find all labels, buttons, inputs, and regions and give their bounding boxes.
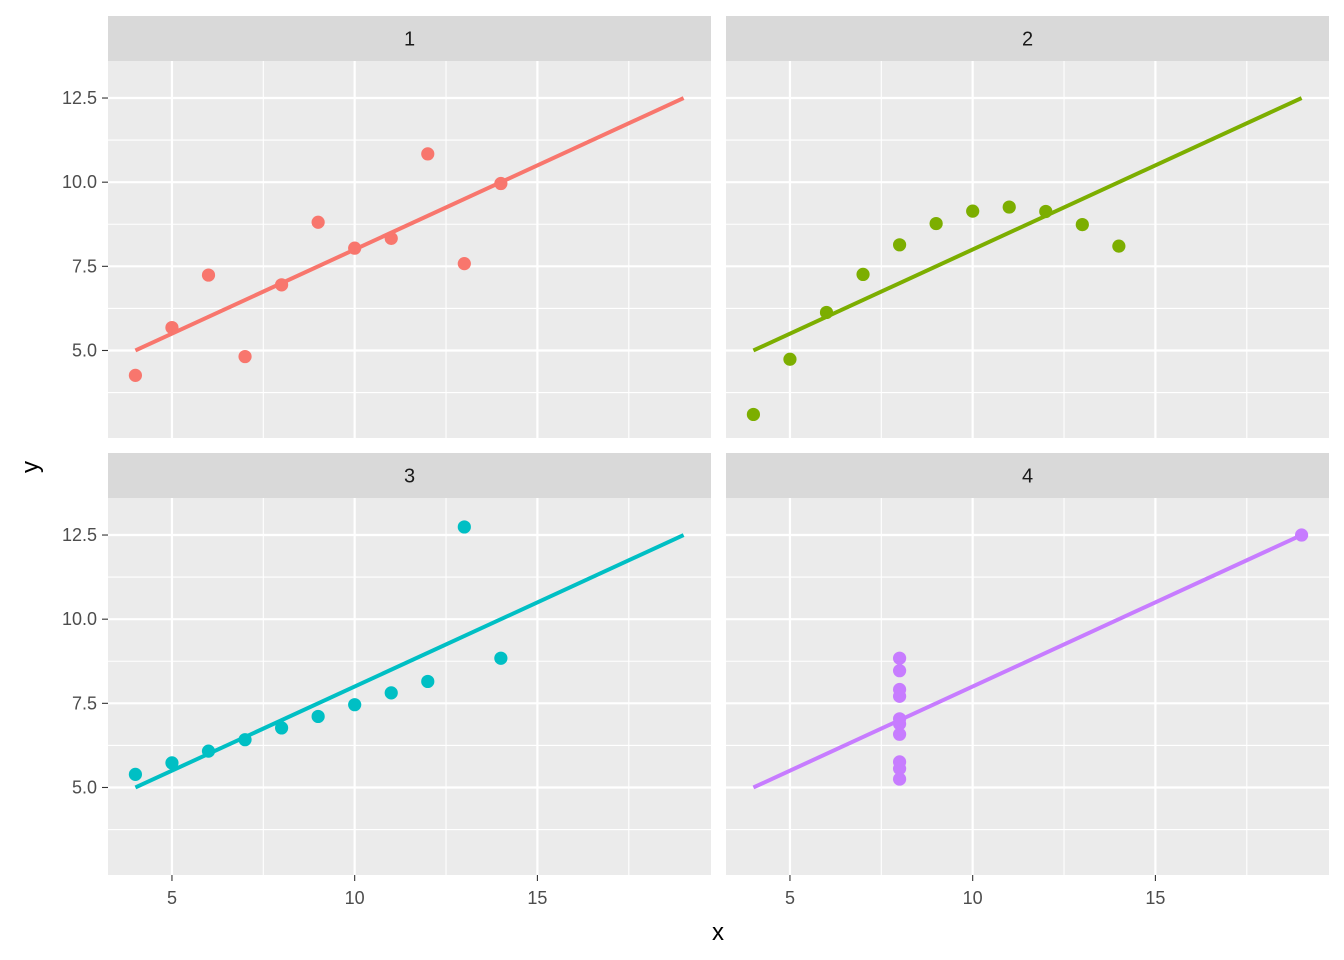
- data-point: [494, 176, 508, 191]
- data-point: [819, 305, 834, 320]
- data-point: [856, 267, 870, 282]
- data-point: [421, 147, 435, 161]
- data-point: [165, 320, 179, 335]
- data-point: [746, 407, 761, 422]
- data-point: [494, 651, 508, 665]
- data-point: [1002, 200, 1016, 214]
- x-tick-label: 15: [527, 888, 547, 908]
- data-point: [457, 257, 471, 271]
- y-tick-label: 5.0: [72, 340, 97, 360]
- y-tick-label: 10.0: [62, 609, 97, 629]
- x-tick-label: 5: [167, 888, 177, 908]
- data-point: [1039, 204, 1053, 219]
- facet-strip-4: [726, 453, 1329, 498]
- data-point: [892, 772, 907, 786]
- data-point: [457, 520, 471, 534]
- data-point: [128, 368, 143, 382]
- data-point: [238, 733, 252, 747]
- x-tick-label: 15: [1145, 888, 1165, 908]
- data-point: [892, 664, 907, 678]
- data-point: [165, 756, 179, 770]
- data-point: [274, 721, 289, 735]
- panel-background-2: [726, 61, 1329, 438]
- data-point: [783, 352, 797, 366]
- panel-background-4: [726, 498, 1329, 875]
- data-point: [892, 682, 907, 697]
- y-tick-label: 7.5: [72, 693, 97, 713]
- data-point: [311, 709, 325, 724]
- y-tick-label: 12.5: [62, 88, 97, 108]
- data-point: [1294, 528, 1309, 542]
- x-tick-label: 10: [345, 888, 365, 908]
- facet-strip-label-4: 4: [1022, 466, 1033, 488]
- data-point: [384, 231, 398, 245]
- x-tick-label: 10: [963, 888, 983, 908]
- y-tick-label: 12.5: [62, 525, 97, 545]
- data-point: [966, 204, 980, 218]
- y-tick-label: 7.5: [72, 256, 97, 276]
- y-tick-label: 10.0: [62, 172, 97, 192]
- facet-strip-label-3: 3: [404, 466, 415, 488]
- data-point: [892, 762, 907, 776]
- data-point: [384, 686, 398, 700]
- regression-line-3: [134, 533, 685, 790]
- data-point: [892, 651, 907, 665]
- y-tick-label: 5.0: [72, 777, 97, 797]
- data-point: [892, 238, 907, 252]
- facet-strip-2: [726, 16, 1329, 61]
- facet-strip-label-1: 1: [404, 29, 415, 51]
- data-point: [892, 717, 907, 731]
- facet-strip-3: [108, 453, 711, 498]
- data-point: [274, 278, 289, 292]
- regression-line-4: [752, 533, 1303, 790]
- x-tick-label: 5: [785, 888, 795, 908]
- data-point: [201, 268, 216, 282]
- data-point: [929, 216, 943, 231]
- data-point: [1112, 239, 1126, 253]
- data-point: [1075, 217, 1089, 232]
- facet-strip-label-2: 2: [1022, 29, 1033, 51]
- data-point: [348, 698, 362, 712]
- data-point: [201, 744, 216, 758]
- panel-background-1: [108, 61, 711, 438]
- data-point: [421, 674, 435, 689]
- data-point: [238, 349, 252, 364]
- facet-strip-1: [108, 16, 711, 61]
- data-point: [892, 727, 907, 741]
- panel-background-3: [108, 498, 711, 875]
- data-point: [128, 767, 143, 781]
- y-axis-title: y: [17, 461, 44, 473]
- regression-line-1: [134, 96, 685, 353]
- data-point: [348, 241, 362, 255]
- data-point: [311, 215, 325, 229]
- x-axis-title: x: [712, 919, 724, 946]
- regression-line-2: [752, 96, 1303, 353]
